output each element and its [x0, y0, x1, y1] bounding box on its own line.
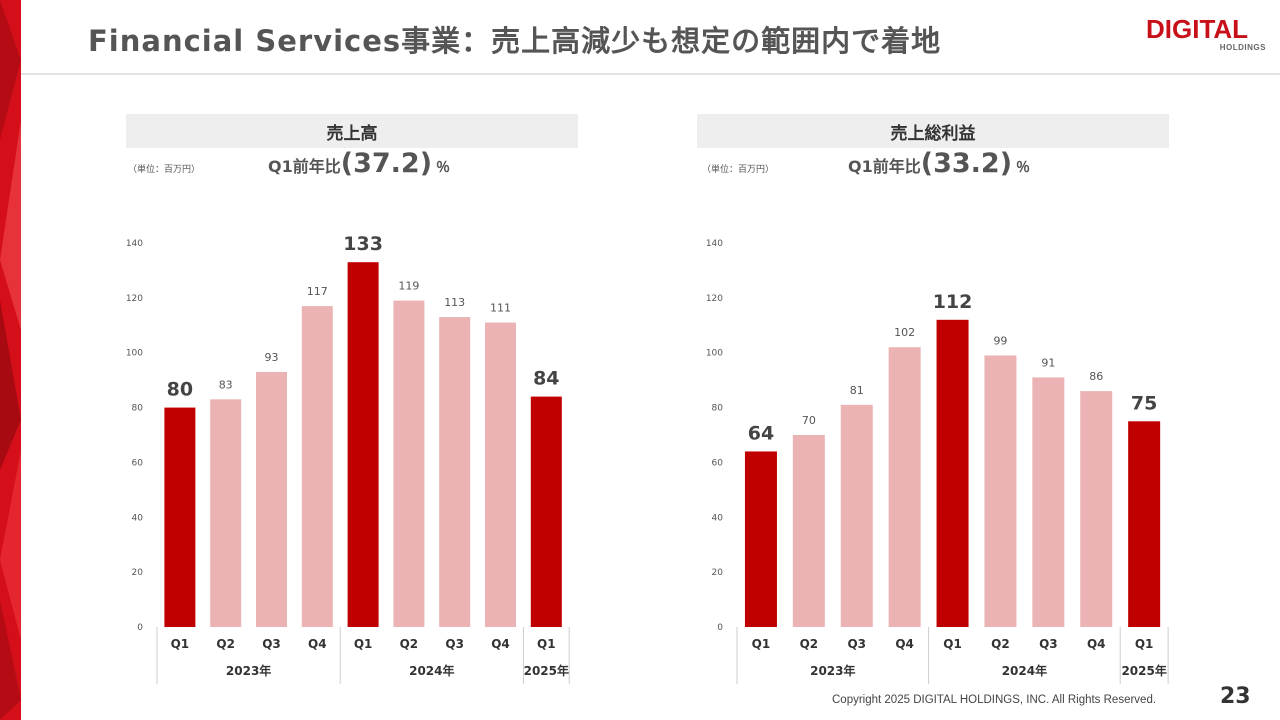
x-tick-label: Q2: [800, 637, 819, 651]
x-tick-label: Q2: [400, 637, 419, 651]
x-tick-label: Q1: [752, 637, 771, 651]
x-tick-label: Q4: [1087, 637, 1106, 651]
side-decoration-stripe: [0, 0, 21, 720]
y-tick-label: 0: [137, 623, 143, 633]
y-tick-label: 20: [712, 568, 724, 578]
y-tick-label: 100: [126, 349, 143, 359]
bar: [936, 319, 969, 627]
x-tick-label: Q3: [445, 637, 464, 651]
gross-profit-panel-header: 売上総利益: [697, 114, 1169, 148]
bar: [256, 371, 287, 627]
x-group-label: 2023年: [226, 663, 271, 678]
page-title: Financial Services事業：売上高減少も想定の範囲内で着地: [88, 24, 942, 58]
revenue-yoy-value: (37.2): [340, 148, 433, 179]
data-label: 75: [1131, 392, 1157, 414]
x-group-label: 2024年: [409, 663, 454, 678]
y-tick-label: 60: [712, 458, 724, 468]
company-logo: DIGITAL HOLDINGS: [1146, 14, 1268, 56]
y-tick-label: 100: [706, 349, 723, 359]
bar: [439, 317, 471, 627]
gross-profit-yoy-value: (33.2): [920, 148, 1013, 179]
y-tick-label: 20: [132, 568, 144, 578]
y-tick-label: 80: [132, 404, 144, 414]
data-label: 91: [1041, 356, 1055, 369]
x-tick-label: Q1: [943, 637, 962, 651]
bar: [347, 262, 379, 627]
bar: [840, 404, 873, 627]
gross-profit-yoy: Q1前年比 (33.2) ％: [848, 148, 1030, 179]
bar: [1032, 377, 1065, 627]
bar: [984, 355, 1017, 627]
data-label: 84: [533, 368, 559, 390]
y-tick-label: 0: [717, 623, 723, 633]
y-tick-label: 140: [126, 239, 143, 249]
revenue-yoy: Q1前年比 (37.2) ％: [268, 148, 450, 179]
bar: [888, 347, 921, 627]
x-tick-label: Q4: [308, 637, 327, 651]
x-tick-label: Q3: [1039, 637, 1058, 651]
gross-profit-unit-label: （単位：百万円）: [702, 165, 775, 175]
x-tick-label: Q3: [262, 637, 281, 651]
data-label: 102: [894, 326, 915, 339]
bar: [1128, 421, 1161, 627]
gross-profit-yoy-suffix: ％: [1016, 160, 1031, 176]
y-tick-label: 120: [706, 294, 723, 304]
y-tick-label: 40: [132, 513, 144, 523]
bar: [164, 407, 196, 627]
data-label: 113: [444, 296, 465, 309]
bar: [1080, 391, 1113, 627]
y-tick-label: 140: [706, 239, 723, 249]
data-label: 70: [802, 414, 816, 427]
x-tick-label: Q2: [991, 637, 1010, 651]
data-label: 111: [490, 302, 511, 315]
copyright-footer: Copyright 2025 DIGITAL HOLDINGS, INC. Al…: [832, 694, 1157, 706]
data-label: 86: [1089, 370, 1103, 383]
data-label: 80: [167, 379, 193, 401]
bar: [744, 451, 777, 627]
gross-profit-yoy-label: Q1前年比: [848, 157, 921, 176]
y-tick-label: 80: [712, 404, 724, 414]
revenue-unit-label: （単位：百万円）: [128, 165, 201, 175]
x-tick-label: Q1: [171, 637, 190, 651]
revenue-panel-header: 売上高: [126, 114, 578, 148]
y-tick-label: 120: [126, 294, 143, 304]
bar: [792, 435, 825, 627]
data-label: 119: [398, 280, 419, 293]
bar: [301, 306, 333, 627]
x-tick-label: Q4: [895, 637, 914, 651]
logo-wordmark: DIGITAL: [1146, 14, 1249, 44]
x-tick-label: Q4: [491, 637, 510, 651]
gross-profit-bar-chart: 0 20 40 60 80 100 120 140 64 Q1 70 Q2 81 Q3 102 Q4 112 Q1…: [706, 239, 1169, 684]
data-label: 64: [748, 422, 774, 444]
x-tick-label: Q2: [216, 637, 235, 651]
bar: [485, 322, 516, 627]
y-tick-label: 40: [712, 513, 724, 523]
title-divider: [21, 73, 1280, 75]
x-tick-label: Q3: [847, 637, 866, 651]
y-tick-label: 60: [132, 458, 144, 468]
revenue-bar-chart: 0 20 40 60 80 100 120 140 80 Q1 83 Q2 93 Q3 117 Q4 133 Q1…: [126, 233, 570, 684]
x-tick-label: Q1: [1135, 637, 1154, 651]
bar: [393, 300, 425, 627]
data-label: 83: [219, 378, 233, 391]
page-number: 23: [1220, 684, 1251, 709]
x-group-label: 2025年: [524, 663, 569, 678]
data-label: 99: [993, 334, 1007, 347]
revenue-yoy-suffix: ％: [436, 160, 451, 176]
revenue-yoy-label: Q1前年比: [268, 157, 341, 176]
bar: [530, 396, 562, 627]
x-tick-label: Q1: [354, 637, 373, 651]
x-tick-label: Q1: [537, 637, 556, 651]
x-group-label: 2025年: [1121, 663, 1166, 678]
data-label: 117: [307, 285, 328, 298]
x-group-label: 2023年: [810, 663, 855, 678]
data-label: 81: [850, 384, 864, 397]
data-label: 93: [265, 351, 279, 364]
bar: [210, 399, 242, 627]
x-group-label: 2024年: [1002, 663, 1047, 678]
data-label: 133: [343, 233, 383, 255]
logo-subtext: HOLDINGS: [1219, 43, 1266, 52]
data-label: 112: [933, 291, 973, 313]
